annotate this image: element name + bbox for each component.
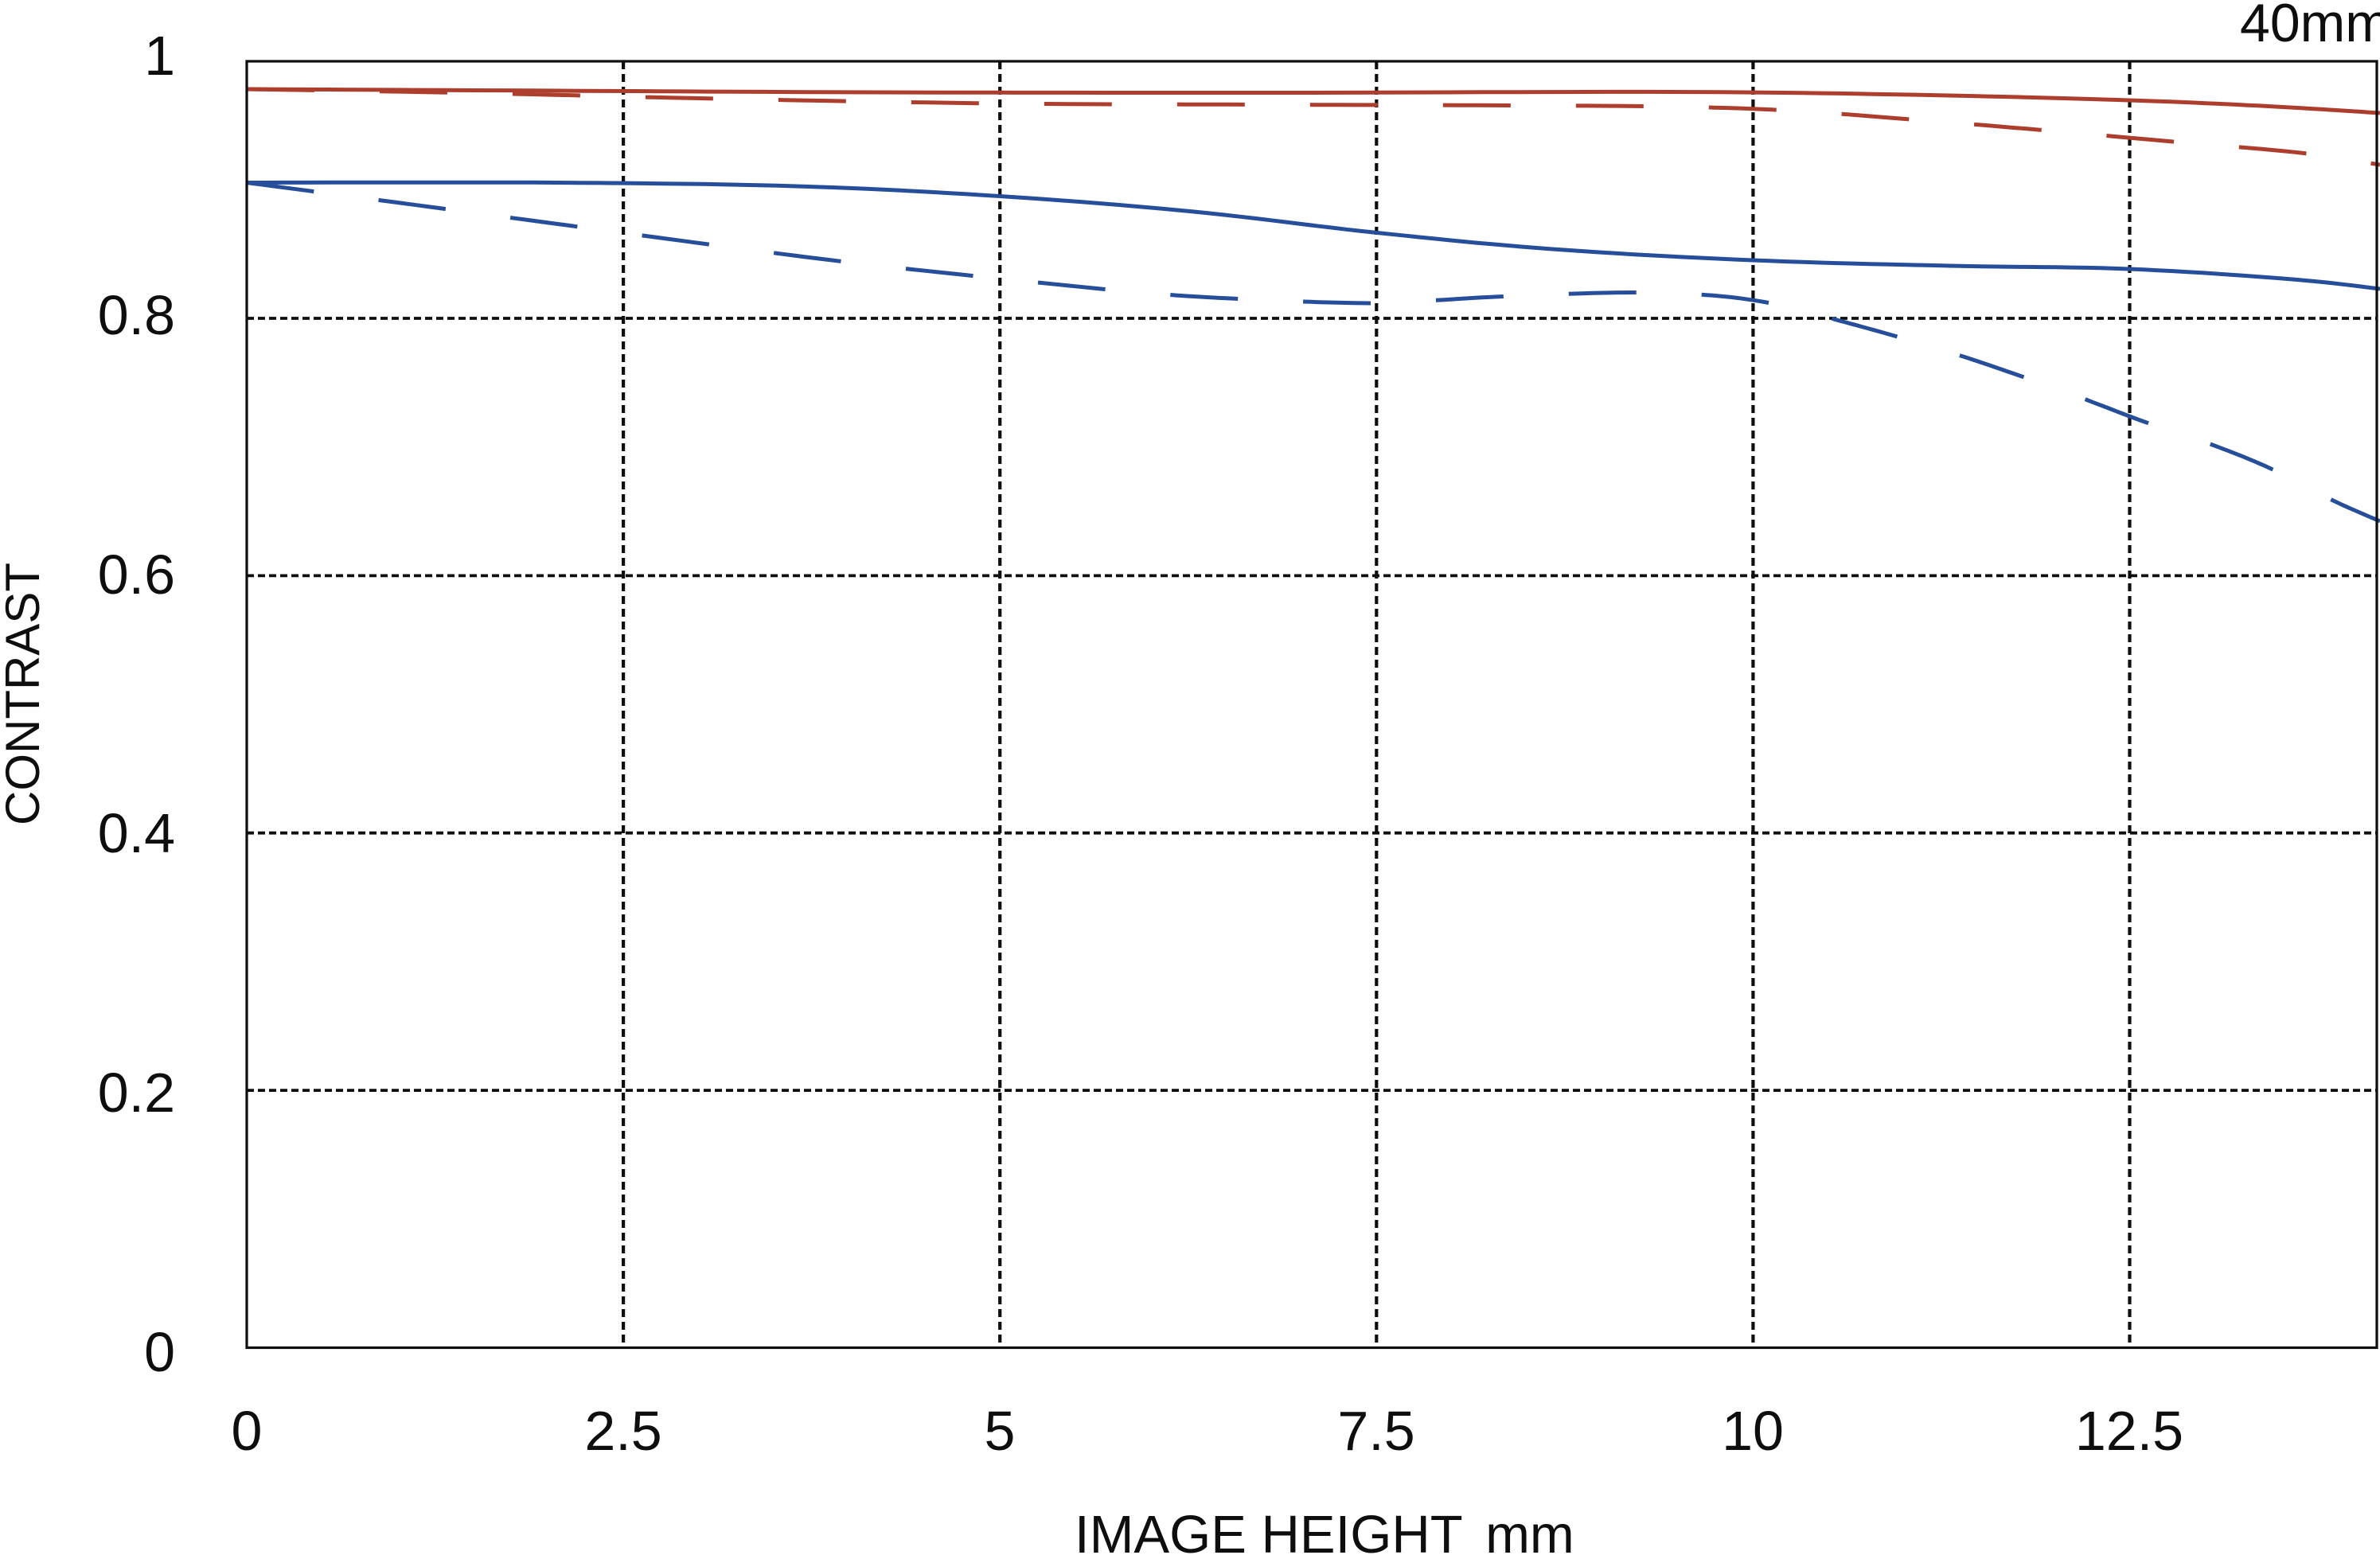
svg-text:12.5: 12.5	[2075, 1400, 2183, 1462]
svg-text:0.8: 0.8	[98, 284, 175, 346]
svg-text:40mm: 40mm	[2240, 0, 2380, 53]
svg-text:0: 0	[232, 1400, 263, 1462]
svg-text:CONTRAST: CONTRAST	[0, 563, 49, 825]
svg-text:0.2: 0.2	[98, 1062, 175, 1124]
svg-text:5: 5	[985, 1400, 1016, 1462]
svg-text:0.6: 0.6	[98, 544, 175, 606]
svg-text:7.5: 7.5	[1337, 1400, 1414, 1462]
svg-text:1: 1	[144, 25, 175, 87]
svg-text:10: 10	[1722, 1400, 1784, 1462]
svg-text:IMAGE HEIGHT mm: IMAGE HEIGHT mm	[1075, 1505, 1574, 1555]
svg-text:0.4: 0.4	[98, 802, 175, 864]
svg-text:0: 0	[144, 1321, 175, 1383]
svg-text:2.5: 2.5	[584, 1400, 661, 1462]
